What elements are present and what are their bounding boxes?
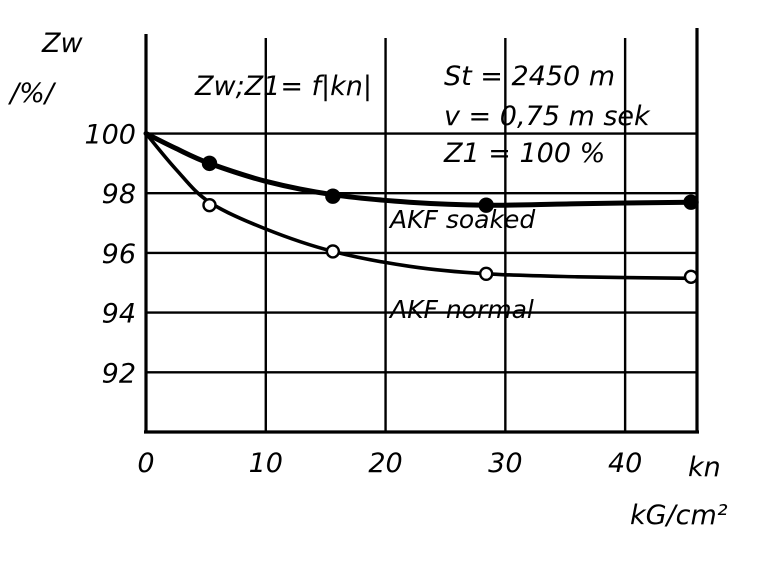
y-tick-label: 92 xyxy=(102,358,136,389)
series-curves xyxy=(143,131,694,281)
y-tick-label: 94 xyxy=(102,299,136,330)
data-point-normal-0 xyxy=(202,197,217,213)
y-axis-label-line-1: Zw xyxy=(41,28,83,59)
x-tick-label: 30 xyxy=(488,448,522,479)
data-markers xyxy=(201,155,699,284)
data-point-soaked-0 xyxy=(201,155,218,172)
x-tick-label: 20 xyxy=(368,448,402,479)
x-axis-label-line-2: kG/cm² xyxy=(630,500,728,531)
plot-frame xyxy=(144,28,699,434)
series-line-normal xyxy=(144,131,693,281)
y-axis-label-line-2: /%/ xyxy=(8,78,57,109)
data-point-normal-1 xyxy=(325,244,341,259)
series-label-normal: AKF normal xyxy=(388,295,534,324)
y-tick-label: 96 xyxy=(102,239,136,270)
grid xyxy=(146,38,697,432)
series-label-soaked: AKF soaked xyxy=(388,205,535,234)
annotation-distance: St = 2450 m xyxy=(444,61,615,92)
series-line-soaked xyxy=(143,131,694,208)
x-tick-label: 0 xyxy=(137,448,154,479)
x-tick-label: 10 xyxy=(249,448,283,479)
annotation-z1: Z1 = 100 % xyxy=(443,138,605,169)
data-point-soaked-2 xyxy=(478,197,494,213)
x-axis-label-line-1: kn xyxy=(688,452,721,483)
tick-labels: 92 94 96 98 100 0 10 20 30 40 xyxy=(84,120,642,479)
annotation-formula: Zw;Z1= f|kn| xyxy=(194,71,372,102)
data-point-normal-2 xyxy=(478,266,494,282)
data-point-soaked-3 xyxy=(683,194,699,210)
data-point-soaked-1 xyxy=(325,188,341,204)
annotation-speed: v = 0,75 m sek xyxy=(444,101,651,132)
x-tick-label: 40 xyxy=(608,448,642,479)
y-tick-label: 98 xyxy=(102,179,136,210)
data-point-normal-3 xyxy=(683,269,699,284)
y-tick-label: 100 xyxy=(84,120,136,151)
